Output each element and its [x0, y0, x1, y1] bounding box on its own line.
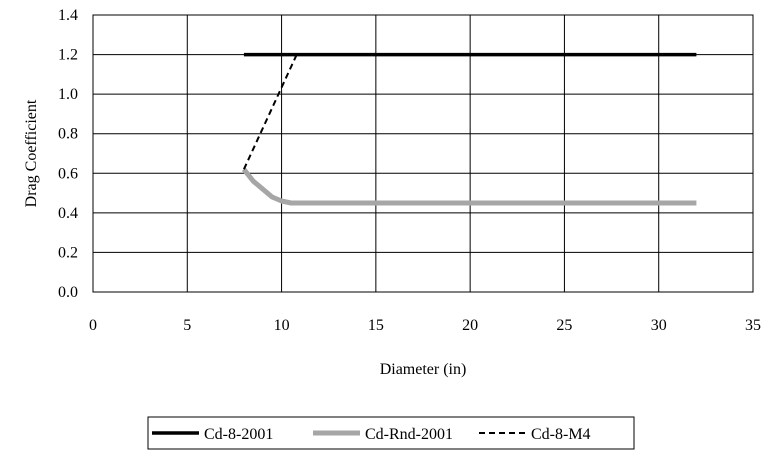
y-tick-label: 0.0 [58, 284, 78, 301]
grid-lines [92, 14, 754, 293]
y-tick-label: 1.4 [58, 7, 78, 24]
y-tick-label: 0.2 [58, 244, 78, 261]
plot-area-frame [92, 14, 754, 293]
x-tick-label: 25 [556, 317, 572, 334]
legend-box [147, 416, 635, 450]
legend-label-cd-rnd-2001: Cd-Rnd-2001 [365, 426, 453, 443]
x-tick-labels: 0 5 10 15 20 25 30 35 [89, 317, 761, 334]
y-tick-label: 0.6 [58, 165, 78, 182]
y-tick-labels: 0.0 0.2 0.4 0.6 0.8 1.0 1.2 1.4 [58, 7, 78, 301]
y-axis-title: Drag Coefficient [23, 99, 40, 207]
y-tick-label: 1.0 [58, 86, 78, 103]
y-tick-label: 0.8 [58, 126, 78, 143]
x-tick-label: 10 [274, 317, 290, 334]
series-layer [241, 52, 697, 206]
series-line-cd-8-m4 [242, 54, 298, 170]
legend-label-cd-8-2001: Cd-8-2001 [204, 426, 273, 443]
x-tick-label: 30 [651, 317, 667, 334]
x-axis-title: Diameter (in) [380, 361, 467, 378]
legend-label-cd-8-m4: Cd-8-M4 [531, 426, 591, 443]
y-tick-label: 1.2 [58, 47, 78, 64]
x-tick-label: 15 [368, 317, 384, 334]
x-tick-label: 0 [89, 317, 97, 334]
x-tick-label: 35 [745, 317, 761, 334]
x-tick-label: 20 [462, 317, 478, 334]
series-line-cd-rnd-2001 [241, 167, 697, 206]
legend: Cd-8-2001 Cd-Rnd-2001 Cd-8-M4 [147, 416, 635, 450]
y-tick-label: 0.4 [58, 205, 78, 222]
x-tick-label: 5 [183, 317, 191, 334]
